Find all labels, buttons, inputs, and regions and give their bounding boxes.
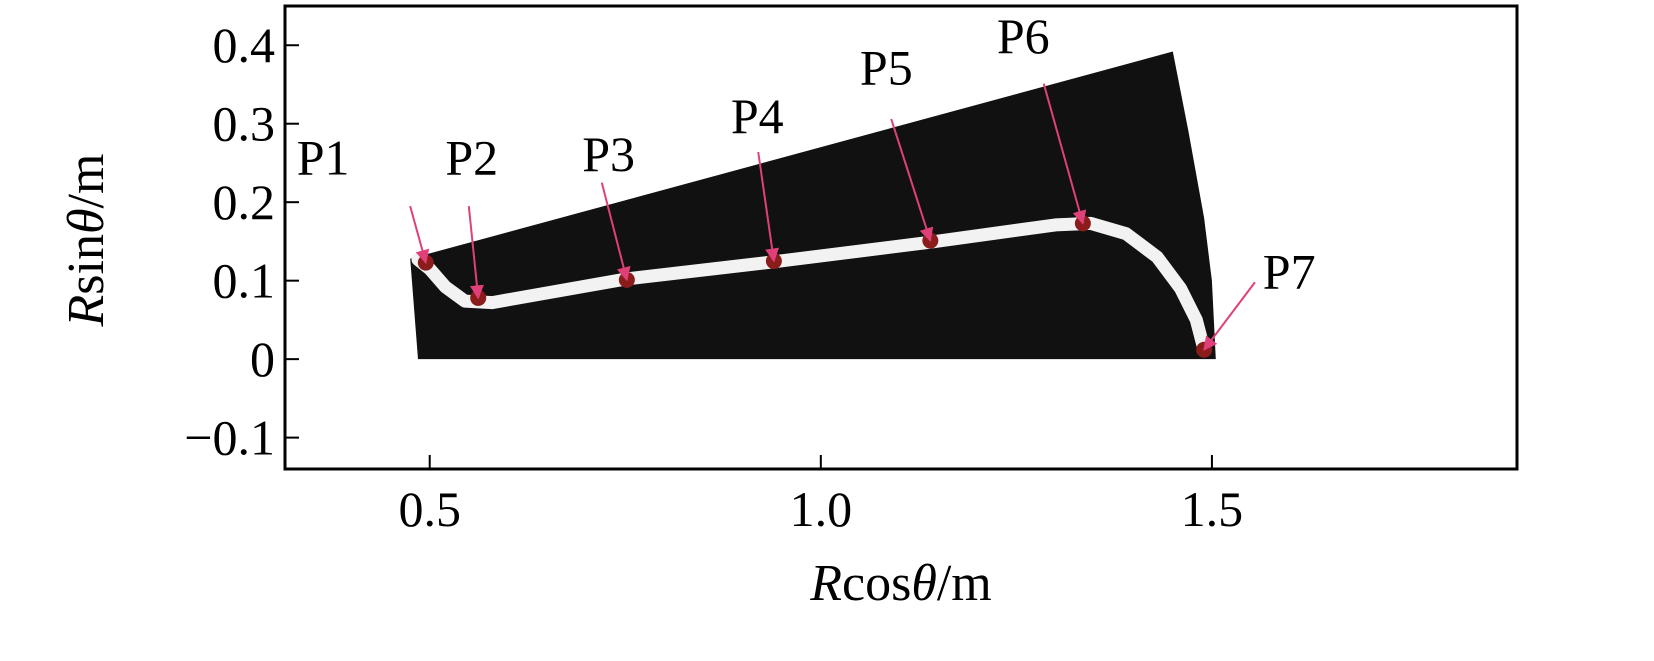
point-p2: P2 xyxy=(445,130,498,306)
point-label: P4 xyxy=(731,88,784,144)
y-tick-label: 0 xyxy=(250,331,275,387)
x-tick-label: 0.5 xyxy=(398,481,461,537)
point-arrow xyxy=(757,151,780,263)
point-arrow xyxy=(890,118,934,242)
point-label: P1 xyxy=(297,130,350,186)
point-label: P6 xyxy=(997,8,1050,64)
point-arrow xyxy=(409,205,430,264)
x-tick-label: 1.5 xyxy=(1181,481,1244,537)
point-arrow xyxy=(1203,281,1256,351)
y-axis-title-fn: sin xyxy=(58,234,115,295)
point-p7: P7 xyxy=(1196,244,1316,358)
point-arrow xyxy=(467,206,484,300)
y-axis-title-unit: /m xyxy=(58,154,115,209)
point-p3: P3 xyxy=(582,126,635,288)
point-label: P3 xyxy=(582,126,635,182)
plot-frame xyxy=(283,4,1519,471)
x-axis-title: Rcosθ/m xyxy=(809,555,992,612)
x-axis-title-fn: cos xyxy=(842,555,911,612)
x-axis-title-unit: /m xyxy=(937,555,992,612)
point-p1: P1 xyxy=(297,130,434,271)
point-label: P7 xyxy=(1263,244,1316,300)
x-axis-title-theta: θ xyxy=(911,555,937,612)
point-p4: P4 xyxy=(731,88,784,270)
x-tick-label: 1.0 xyxy=(790,481,853,537)
y-tick-label: 0.4 xyxy=(213,17,276,73)
y-axis-title: Rsinθ/m xyxy=(58,154,115,328)
y-axis-title-r: R xyxy=(58,295,115,328)
y-axis-title-theta: θ xyxy=(58,208,115,234)
x-axis-title-r: R xyxy=(809,555,842,612)
y-tick-label: 0.2 xyxy=(213,174,276,230)
point-label: P2 xyxy=(445,130,498,186)
point-p6: P6 xyxy=(997,8,1091,232)
point-p5: P5 xyxy=(860,39,939,249)
computational-domain xyxy=(410,51,1216,360)
y-tick-label: −0.1 xyxy=(184,410,275,466)
y-tick-label: 0.1 xyxy=(213,253,276,309)
point-label: P5 xyxy=(860,39,913,95)
plot-area: P1 P2 P3 P4 P5 P6 P7 xyxy=(297,8,1316,360)
point-arrow xyxy=(1042,83,1087,225)
x-axis-ticks: 0.5 1.0 1.5 xyxy=(398,455,1243,537)
y-tick-label: 0.3 xyxy=(213,96,276,152)
y-axis-ticks: −0.1 0 0.1 0.2 0.3 0.4 xyxy=(184,17,299,466)
point-arrow xyxy=(600,182,631,282)
